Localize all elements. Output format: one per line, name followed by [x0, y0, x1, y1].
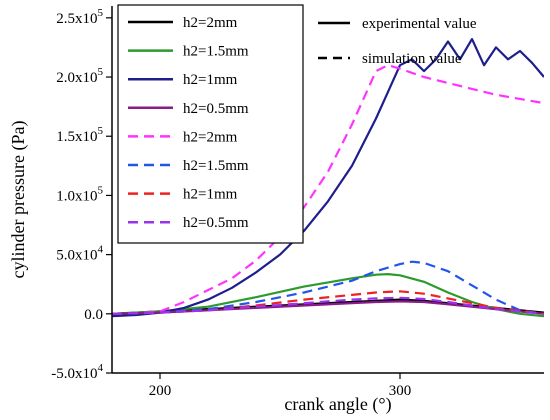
- y-tick-exponent: 4: [98, 362, 104, 374]
- y-tick-mantissa: 1.0x10: [56, 188, 97, 204]
- y-tick-mantissa: -5.0x10: [51, 366, 97, 382]
- y-tick-mantissa: 2.0x10: [56, 70, 97, 86]
- y-tick-mantissa: 0.0: [84, 307, 103, 323]
- y-tick-label: 1.0x105: [56, 184, 103, 204]
- series-line-simulation-7: [112, 296, 544, 315]
- legend-layer: h2=2mm h2=1.5mm h2=1mm h2=0.5mm h2=2mm h2=1.5…: [117, 4, 477, 244]
- y-tick-exponent: 5: [98, 184, 104, 196]
- x-tick-label: 300: [389, 383, 412, 399]
- series-line-experimental-1: [112, 273, 544, 318]
- style-key-label: simulation value: [362, 51, 462, 67]
- y-tick-exponent: 5: [98, 7, 104, 19]
- y-tick-label: 2.5x105: [56, 7, 103, 27]
- legend-label: h2=1.5mm: [183, 158, 249, 174]
- x-axis-title: crank angle (°): [284, 394, 391, 415]
- legend-box: [117, 4, 304, 244]
- y-tick-exponent: 4: [98, 244, 104, 256]
- x-tick-label: 200: [149, 383, 172, 399]
- axes-layer: -5.0x1040.05.0x1041.0x1051.5x1052.0x1052…: [8, 6, 544, 415]
- y-tick-label: 1.5x105: [56, 125, 103, 145]
- y-tick-exponent: 5: [98, 125, 104, 137]
- y-tick-label: 2.0x105: [56, 66, 103, 86]
- y-axis-title: cylinder pressure (Pa): [8, 121, 29, 279]
- legend-label: h2=1.5mm: [183, 44, 249, 60]
- legend-label: h2=0.5mm: [183, 215, 249, 231]
- y-tick-mantissa: 1.5x10: [56, 129, 97, 145]
- style-key-label: experimental value: [362, 16, 477, 32]
- series-layer: [112, 38, 544, 318]
- legend-label: h2=1mm: [183, 72, 238, 88]
- legend-label: h2=2mm: [183, 15, 238, 31]
- y-tick-label: 5.0x104: [56, 244, 103, 264]
- series-line-simulation-4: [112, 64, 544, 315]
- y-tick-exponent: 5: [98, 66, 104, 78]
- y-tick-label: -5.0x104: [51, 362, 103, 382]
- legend-label: h2=2mm: [183, 129, 238, 145]
- legend-label: h2=0.5mm: [183, 101, 249, 117]
- y-tick-mantissa: 2.5x10: [56, 11, 97, 27]
- y-tick-label: 0.0: [84, 307, 103, 323]
- y-tick-mantissa: 5.0x10: [56, 248, 97, 264]
- series-line-simulation-5: [112, 260, 544, 315]
- legend-label: h2=1mm: [183, 187, 238, 203]
- series-line-experimental-2: [112, 38, 544, 318]
